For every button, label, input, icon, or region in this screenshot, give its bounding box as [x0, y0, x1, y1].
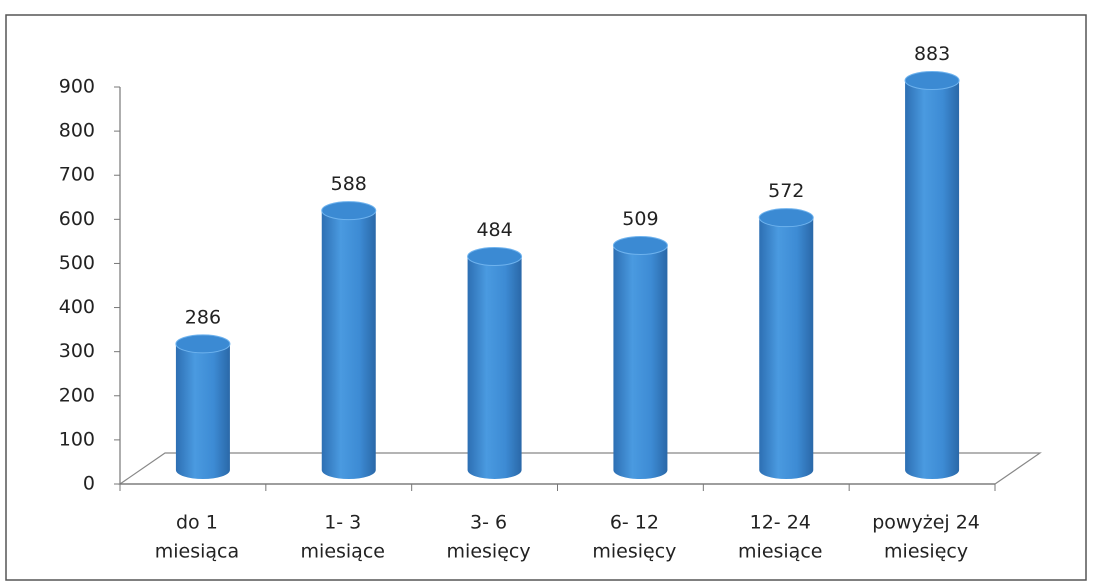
x-tick-label: miesiąca: [155, 541, 239, 563]
chart-border: [5, 14, 1087, 581]
value-label: 286: [185, 306, 221, 328]
cylinder-body: [613, 245, 668, 479]
bar: [321, 201, 377, 480]
cylinder-top: [904, 70, 960, 90]
y-tick-label: 200: [59, 384, 95, 406]
x-tick-label: 1- 3: [324, 512, 361, 534]
bar: [175, 334, 231, 479]
x-tick-label: 3- 6: [470, 512, 507, 534]
y-tick-label: 100: [59, 428, 95, 450]
y-tick-label: 300: [59, 340, 95, 362]
value-label: 883: [914, 43, 950, 65]
cylinder-top: [321, 201, 377, 221]
cylinder-top: [758, 208, 814, 228]
cylinder-top: [467, 247, 523, 267]
value-label: 588: [331, 173, 367, 195]
x-tick-label: miesiące: [301, 541, 385, 563]
y-tick-label: 800: [59, 120, 95, 142]
floor: [118, 452, 1042, 485]
bar: [612, 235, 668, 479]
cylinder-top: [612, 235, 668, 255]
cylinder-body: [175, 343, 230, 479]
value-label: 509: [622, 208, 658, 230]
bar: [758, 208, 814, 479]
x-tick-label: 12- 24: [750, 512, 811, 534]
y-tick-label: 500: [59, 252, 95, 274]
x-tick-label: 6- 12: [610, 512, 659, 534]
y-tick-label: 0: [83, 473, 95, 495]
y-tick-label: 700: [59, 164, 95, 186]
y-tick-label: 600: [59, 208, 95, 230]
y-tick-label: 900: [59, 76, 95, 98]
x-tick-label: miesięcy: [884, 541, 968, 563]
x-tick-label: powyżej 24: [872, 512, 980, 534]
bar: [904, 70, 960, 479]
x-tick-label: miesiące: [738, 541, 822, 563]
cylinder-top: [175, 334, 231, 354]
value-label: 484: [476, 219, 512, 241]
x-tick-label: do 1: [176, 512, 218, 534]
cylinder-body: [759, 217, 814, 479]
bar: [467, 247, 523, 479]
cylinder-body: [321, 210, 376, 480]
value-label: 572: [768, 180, 804, 202]
x-tick-label: miesięcy: [592, 541, 676, 563]
cylinder-body: [467, 256, 522, 479]
cylinder-body: [905, 80, 960, 479]
x-tick-label: miesięcy: [447, 541, 531, 563]
y-tick-label: 400: [59, 296, 95, 318]
